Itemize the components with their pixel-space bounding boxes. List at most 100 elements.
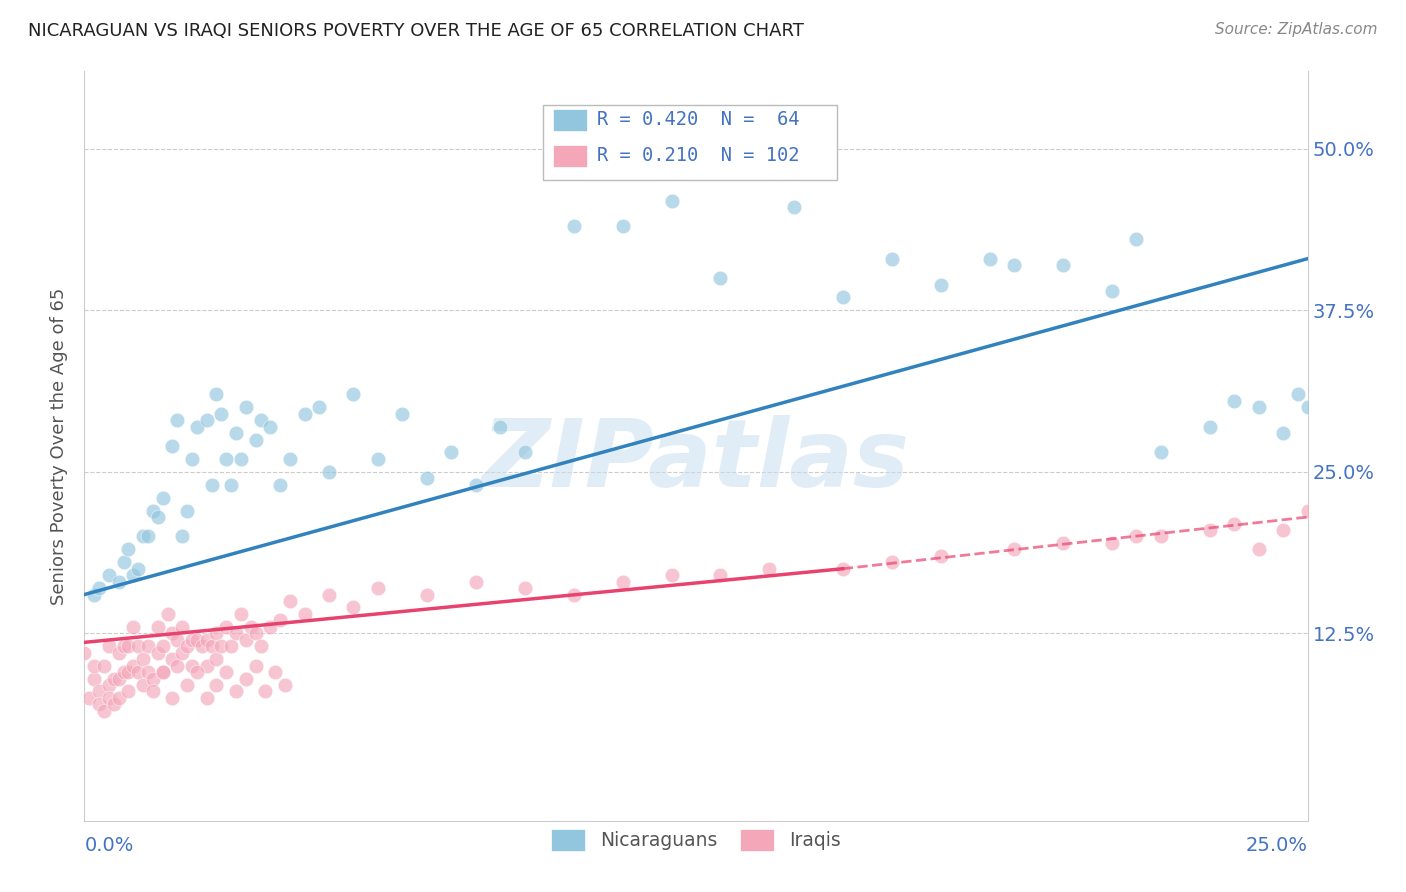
Point (209, 639, 232, 653)
Point (181, 451, 204, 466)
Point (127, 665, 149, 679)
Point (107, 574, 129, 589)
Point (127, 639, 149, 653)
Point (117, 684, 139, 698)
Point (225, 426, 247, 441)
Point (342, 387, 364, 401)
Point (235, 401, 257, 415)
Point (1286, 387, 1309, 401)
Point (1150, 529, 1173, 543)
Point (152, 665, 174, 679)
Y-axis label: Seniors Poverty Over the Age of 65: Seniors Poverty Over the Age of 65 (49, 287, 67, 605)
Point (176, 503, 198, 517)
Point (612, 219, 634, 234)
Point (1296, 503, 1319, 517)
Point (1125, 232, 1147, 246)
Point (979, 252, 1001, 266)
Text: R = 0.420  N =  64: R = 0.420 N = 64 (598, 110, 800, 128)
Point (245, 433, 267, 447)
Point (77, 690, 100, 705)
Point (146, 620, 169, 634)
Point (162, 652, 184, 666)
Point (112, 639, 135, 653)
Point (132, 678, 155, 692)
Text: Source: ZipAtlas.com: Source: ZipAtlas.com (1215, 22, 1378, 37)
Point (513, 581, 536, 595)
Point (172, 620, 194, 634)
Point (264, 665, 287, 679)
Point (1052, 536, 1074, 550)
Point (215, 620, 238, 634)
Point (122, 620, 145, 634)
Point (215, 665, 238, 679)
Point (117, 639, 139, 653)
Point (172, 646, 194, 660)
Point (162, 439, 184, 453)
Point (152, 491, 174, 505)
Point (709, 568, 731, 582)
Point (200, 639, 222, 653)
Point (416, 588, 439, 602)
Point (245, 658, 267, 673)
Point (181, 632, 204, 647)
Point (1198, 523, 1220, 537)
Point (464, 574, 486, 589)
Point (205, 652, 228, 666)
Point (191, 639, 214, 653)
Point (1223, 516, 1246, 531)
Point (103, 672, 125, 686)
Point (122, 658, 145, 673)
Point (1002, 542, 1025, 557)
Point (367, 581, 389, 595)
Point (117, 542, 139, 557)
Point (103, 698, 125, 712)
Point (929, 277, 952, 292)
Point (1101, 284, 1123, 298)
Point (73, 646, 96, 660)
Point (186, 632, 208, 647)
Point (166, 632, 188, 647)
Point (107, 672, 129, 686)
Point (219, 477, 242, 491)
Point (489, 419, 512, 434)
Point (245, 626, 267, 640)
Point (166, 413, 188, 427)
Point (391, 407, 413, 421)
Point (259, 620, 281, 634)
Point (1272, 523, 1295, 537)
Point (929, 549, 952, 563)
Point (464, 477, 486, 491)
Point (136, 529, 159, 543)
Point (195, 413, 218, 427)
Point (308, 401, 330, 415)
Point (195, 658, 218, 673)
Point (1296, 401, 1319, 415)
Point (1002, 258, 1025, 272)
Point (97, 639, 120, 653)
Point (880, 555, 903, 569)
Point (112, 665, 135, 679)
Point (122, 568, 145, 582)
Point (278, 594, 301, 608)
Point (152, 639, 174, 653)
Point (1247, 542, 1270, 557)
Point (117, 665, 139, 679)
Point (249, 639, 271, 653)
Text: R = 0.210  N = 102: R = 0.210 N = 102 (598, 145, 800, 165)
Point (186, 419, 208, 434)
Point (229, 607, 252, 621)
Point (1052, 258, 1074, 272)
Point (172, 529, 194, 543)
Point (1223, 393, 1246, 408)
Point (166, 658, 188, 673)
Point (440, 445, 463, 459)
Point (831, 562, 853, 576)
Point (132, 529, 155, 543)
Point (195, 632, 218, 647)
Point (235, 632, 257, 647)
Point (783, 200, 806, 214)
Point (142, 503, 165, 517)
Point (93, 704, 115, 718)
Legend: Nicaraguans, Iraqis: Nicaraguans, Iraqis (543, 820, 849, 860)
Point (112, 555, 135, 569)
